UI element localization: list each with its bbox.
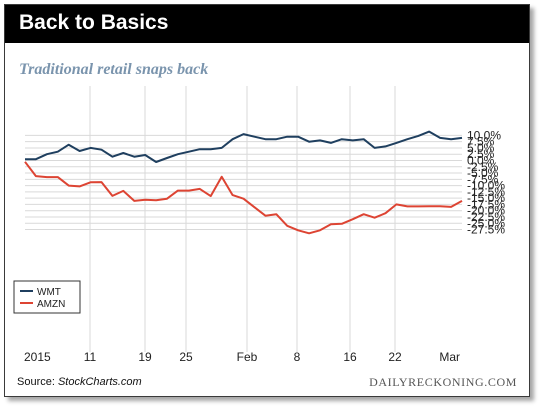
x-tick-label: 22 xyxy=(388,350,402,364)
header-bar: Back to Basics xyxy=(5,5,529,43)
series-line-amzn xyxy=(24,161,463,235)
x-tick-label: Mar xyxy=(439,350,460,364)
x-tick-label: Feb xyxy=(237,350,258,364)
x-tick-label: 19 xyxy=(138,350,152,364)
y-tick-label: 7.5% xyxy=(467,135,495,149)
chart-card: Back to Basics Traditional retail snaps … xyxy=(4,4,530,397)
y-tick-label: 5.0% xyxy=(467,141,495,155)
x-tick-label: 8 xyxy=(294,350,301,364)
y-tick-label: -22.5% xyxy=(467,210,505,224)
source-name: StockCharts.com xyxy=(57,376,142,388)
y-tick-label: 10.0% xyxy=(467,128,501,142)
y-tick-label: -12.5% xyxy=(467,185,505,199)
legend-label-wmt: WMT xyxy=(37,287,61,298)
y-tick-label: -10.0% xyxy=(467,179,505,193)
legend-label-amzn: AMZN xyxy=(37,299,65,310)
x-tick-label: 25 xyxy=(179,350,193,364)
page-title: Back to Basics xyxy=(19,11,169,34)
y-tick-label: -17.5% xyxy=(467,197,505,211)
y-tick-label: -25.0% xyxy=(467,216,505,230)
source-note: Source: StockCharts.com xyxy=(17,376,142,388)
chart-subtitle: Traditional retail snaps back xyxy=(19,61,209,78)
credit-text: DAILYRECKONING.COM xyxy=(369,375,517,389)
legend-box xyxy=(13,280,81,314)
y-tick-label: -27.5% xyxy=(467,223,505,237)
y-tick-label: -2.5% xyxy=(467,160,499,174)
y-tick-label: -7.5% xyxy=(467,172,499,186)
x-tick-label: 16 xyxy=(343,350,357,364)
y-tick-label: -15.0% xyxy=(467,191,505,205)
y-tick-label: -20.0% xyxy=(467,204,505,218)
x-tick-label: 2015 xyxy=(24,350,51,364)
y-tick-label: -5.0% xyxy=(467,166,499,180)
series-line-wmt xyxy=(25,130,463,163)
y-tick-label: 0.0% xyxy=(467,154,495,168)
y-tick-label: 2.5% xyxy=(467,147,495,161)
source-label: Source: xyxy=(17,376,58,388)
x-tick-label: 11 xyxy=(84,350,97,364)
